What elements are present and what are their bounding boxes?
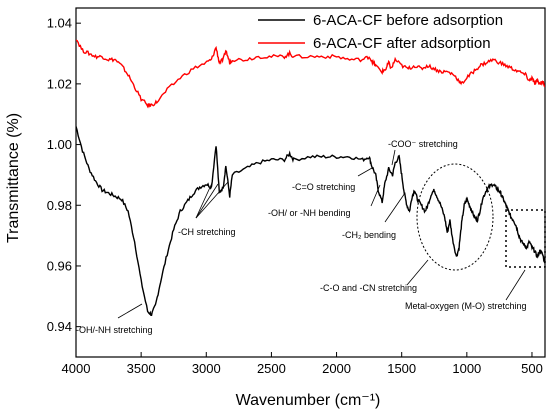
x-tick-label: 1500	[387, 361, 416, 376]
series-group	[76, 39, 545, 317]
legend-label-after: 6-ACA-CF after adsorption	[313, 35, 491, 52]
legend-label-before: 6-ACA-CF before adsorption	[313, 12, 503, 29]
plot-frame	[75, 7, 546, 358]
legend: 6-ACA-CF before adsorption 6-ACA-CF afte…	[258, 12, 503, 52]
metal-oxygen-region-box	[505, 209, 546, 268]
x-tick-label: 3000	[192, 361, 221, 376]
annotation-co-cn-stretching: -C-O and -CN stretching	[320, 283, 417, 293]
annotation-shapes	[117, 149, 546, 319]
x-axis-label: Wavenumber (cm⁻¹)	[236, 392, 381, 409]
annotation-labels: -OH/-NH stretching -CH stretching -C=O s…	[76, 139, 527, 335]
x-tick-label: 1000	[452, 361, 481, 376]
annotation-co-stretching: -C=O stretching	[292, 182, 355, 192]
y-tick-label: 0.94	[47, 319, 72, 334]
arrow-oh-nh-bending	[370, 184, 381, 207]
arrow-oh-nh	[117, 303, 143, 319]
arrow-ch-3	[195, 181, 229, 219]
annotation-metal-oxygen: Metal-oxygen (M-O) stretching	[405, 301, 527, 311]
x-tick-label: 3500	[127, 361, 156, 376]
x-tick-label: 2500	[257, 361, 286, 376]
arrow-ch2	[384, 192, 406, 223]
ticks-group: 4000 3500 3000 2500 2000 1500 1000 500 0.94 0.96 0…	[47, 16, 543, 376]
annotation-coo-stretching: -COO⁻ stretching	[388, 139, 458, 149]
y-tick-label: 1.02	[47, 76, 72, 91]
arrow-coo	[391, 149, 396, 166]
x-tick-label: 4000	[62, 361, 91, 376]
plot-area: 4000 3500 3000 2500 2000 1500 1000 500 0.94 0.96 0…	[47, 7, 546, 376]
annotation-oh-nh-bending: -OH/ or -NH bending	[268, 208, 351, 218]
y-tick-label: 0.96	[47, 258, 72, 273]
co-cn-region-ellipse	[416, 163, 494, 271]
arrow-ch-2	[195, 183, 219, 219]
y-tick-label: 0.98	[47, 198, 72, 213]
arrow-mo	[505, 269, 526, 301]
x-tick-label: 500	[521, 361, 543, 376]
series-line-before-adsorption	[76, 126, 545, 317]
x-tick-label: 2000	[322, 361, 351, 376]
arrow-co-cn	[406, 259, 429, 286]
y-tick-label: 1.00	[47, 137, 72, 152]
annotation-ch-stretching: -CH stretching	[178, 227, 236, 237]
y-axis-label: Transmittance (%)	[5, 113, 22, 243]
annotation-oh-nh-stretching: -OH/-NH stretching	[76, 325, 153, 335]
annotation-ch2-bending: -CH₂ bending	[342, 230, 396, 240]
y-tick-label: 1.04	[47, 16, 72, 31]
arrow-ch-1	[195, 182, 213, 219]
arrow-co	[357, 167, 373, 177]
series-line-after-adsorption	[76, 39, 545, 109]
